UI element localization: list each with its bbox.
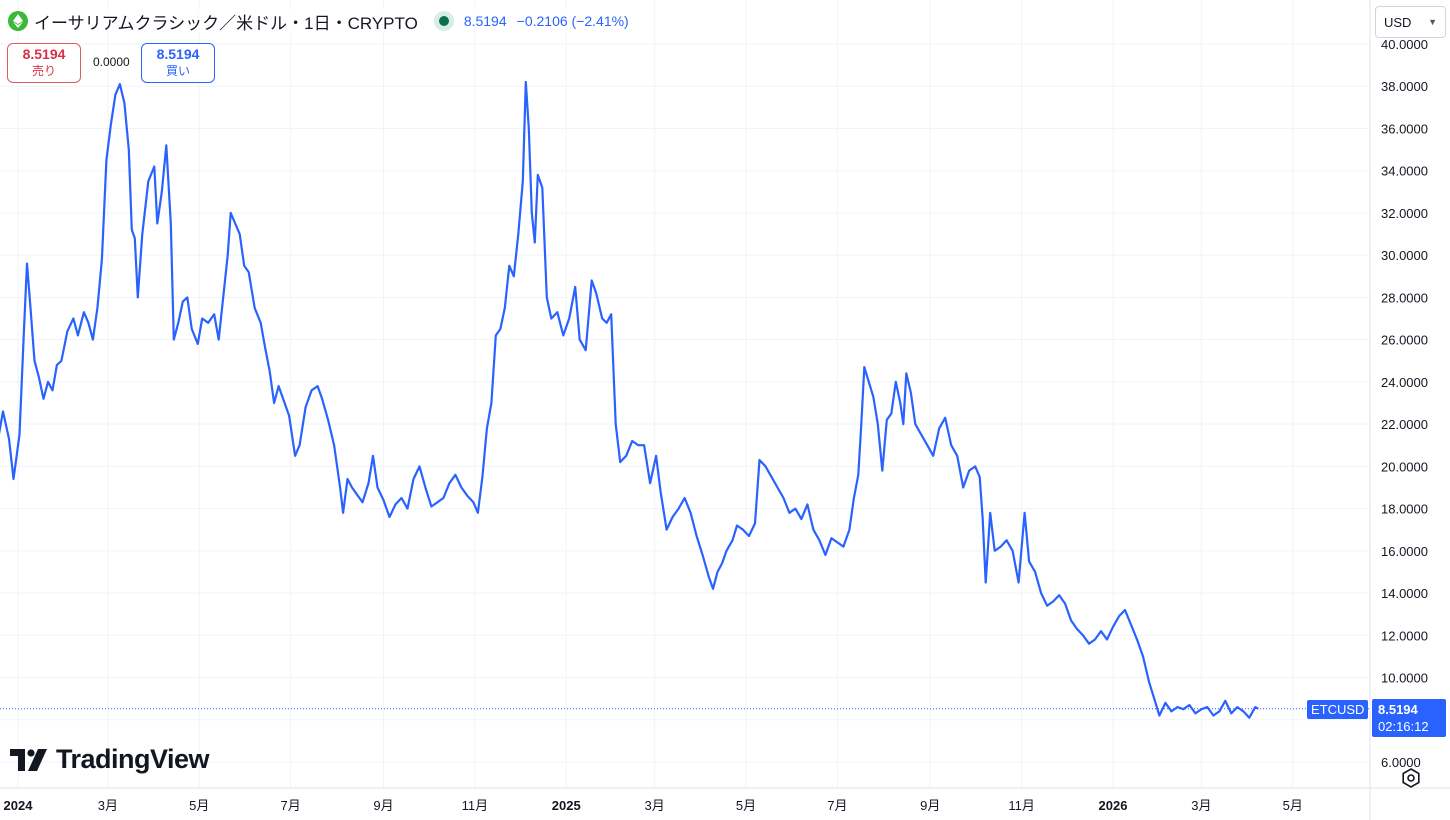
bar-countdown: 02:16:12: [1378, 719, 1429, 734]
last-price-label: 8.5194 02:16:12: [1372, 699, 1446, 737]
y-tick-label: 28.0000: [1381, 290, 1428, 305]
x-tick-label: 5月: [736, 798, 756, 813]
y-tick-label: 12.0000: [1381, 628, 1428, 643]
x-tick-label: 11月: [1008, 798, 1035, 813]
x-tick-label: 2026: [1099, 798, 1128, 813]
y-tick-label: 36.0000: [1381, 121, 1428, 136]
tradingview-logo[interactable]: TradingView: [10, 744, 210, 775]
x-tick-label: 5月: [1283, 798, 1303, 813]
ethereum-classic-icon: [8, 11, 28, 31]
x-tick-label: 2025: [552, 798, 581, 813]
chart-legend: イーサリアムクラシック／米ドル・1日・CRYPTO 8.5194 −0.2106…: [8, 9, 635, 33]
x-axis: 2024 3月 5月 7月 9月 11月 2025 3月 5月 7月 9月 11月 2026 3月 5月: [4, 798, 1303, 813]
buy-label: 買い: [165, 64, 190, 78]
x-tick-label: 9月: [920, 798, 940, 813]
chevron-down-icon: ▼: [1428, 17, 1437, 27]
y-tick-label: 16.0000: [1381, 544, 1428, 559]
sell-button[interactable]: 8.5194 売り: [7, 43, 81, 83]
y-tick-label: 14.0000: [1381, 586, 1428, 601]
y-tick-label: 20.0000: [1381, 459, 1428, 474]
x-tick-label: 7月: [827, 798, 847, 813]
y-tick-label: 6.0000: [1381, 755, 1421, 770]
y-tick-label: 18.0000: [1381, 502, 1428, 517]
x-tick-label: 11月: [462, 798, 489, 813]
y-tick-label: 40.0000: [1381, 37, 1428, 52]
x-tick-label: 5月: [189, 798, 209, 813]
market-status-icon[interactable]: [433, 11, 454, 31]
buy-button[interactable]: 8.5194 買い: [141, 43, 215, 83]
y-tick-label: 30.0000: [1381, 248, 1428, 263]
y-tick-label: 26.0000: [1381, 333, 1428, 348]
currency-value: USD: [1384, 14, 1412, 30]
y-tick-label: 34.0000: [1381, 164, 1428, 179]
gear-icon: [1402, 768, 1420, 788]
y-tick-label: 24.0000: [1381, 375, 1428, 390]
y-tick-label: 10.0000: [1381, 671, 1428, 686]
x-tick-label: 3月: [98, 798, 118, 813]
x-tick-label: 3月: [1191, 798, 1211, 813]
currency-select[interactable]: USD ▼: [1375, 6, 1446, 38]
x-tick-label: 9月: [373, 798, 393, 813]
last-price-value: 8.5194: [1378, 702, 1418, 717]
x-tick-label: 3月: [645, 798, 665, 813]
legend-price: 8.5194: [463, 13, 507, 29]
x-tick-label: 2024: [4, 798, 34, 813]
y-tick-label: 38.0000: [1381, 79, 1428, 94]
buy-price: 8.5194: [156, 46, 200, 62]
legend-change: −0.2106 (−2.41%): [516, 13, 629, 29]
x-tick-label: 7月: [281, 798, 301, 813]
symbol-title[interactable]: イーサリアムクラシック／米ドル・1日・CRYPTO: [34, 13, 418, 33]
settings-button[interactable]: [1398, 765, 1424, 791]
sell-label: 売り: [31, 64, 56, 78]
y-tick-label: 22.0000: [1381, 417, 1428, 432]
sell-price: 8.5194: [22, 46, 66, 62]
tradingview-logo-text: TradingView: [56, 744, 210, 774]
y-axis: 6.00008.000010.000012.000014.000016.0000…: [1381, 37, 1428, 770]
spread-value: 0.0000: [93, 55, 130, 69]
chart-grid: [0, 0, 1370, 788]
symbol-price-label: ETCUSD: [1307, 700, 1369, 719]
price-series-line: [0, 80, 1259, 719]
tradingview-logo-icon: [10, 748, 47, 771]
y-tick-label: 32.0000: [1381, 206, 1428, 221]
